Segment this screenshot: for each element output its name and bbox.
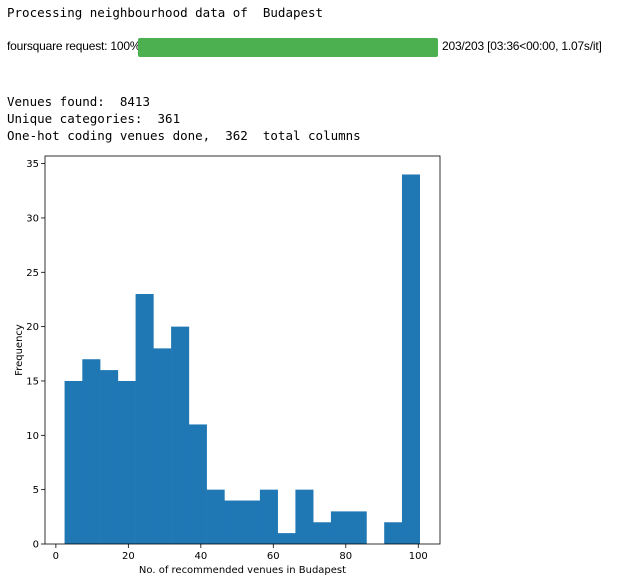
histogram-bar bbox=[295, 489, 314, 544]
histogram-bar bbox=[401, 174, 421, 544]
histogram-bar bbox=[135, 294, 154, 544]
histogram-bar bbox=[330, 511, 349, 544]
plot-frame bbox=[44, 155, 441, 545]
y-tick-label: 15 bbox=[26, 376, 39, 387]
histogram-bar bbox=[259, 489, 278, 544]
progress-bar-fill bbox=[138, 38, 438, 57]
unique-categories-line: Unique categories: 361 bbox=[7, 111, 181, 126]
y-tick-label: 10 bbox=[26, 431, 39, 442]
y-tick-label: 5 bbox=[33, 485, 39, 496]
onehot-line: One-hot coding venues done, 362 total co… bbox=[7, 128, 361, 143]
x-axis-label: No. of recommended venues in Budapest bbox=[139, 565, 346, 576]
histogram-bar bbox=[64, 380, 83, 544]
x-tick-label: 0 bbox=[53, 551, 59, 562]
x-axis-ticks: 0 20 40 60 80 100 bbox=[53, 544, 428, 562]
histogram-bar bbox=[348, 511, 367, 544]
histogram-bar bbox=[313, 522, 332, 544]
y-tick-label: 35 bbox=[26, 159, 39, 170]
histogram-bar bbox=[384, 522, 403, 544]
venues-found-line: Venues found: 8413 bbox=[7, 94, 150, 109]
y-tick-label: 25 bbox=[26, 268, 39, 279]
progress-bar bbox=[138, 38, 438, 57]
progress-stats: 203/203 [03:36<00:00, 1.07s/it] bbox=[442, 39, 602, 53]
y-tick-label: 30 bbox=[26, 213, 39, 224]
y-axis-ticks: 0 5 10 15 20 25 30 35 bbox=[26, 159, 45, 551]
histogram-bar bbox=[82, 359, 101, 544]
histogram-bar bbox=[100, 370, 119, 544]
histogram-bar bbox=[171, 326, 190, 544]
histogram-bar bbox=[242, 500, 261, 544]
histogram-bar bbox=[277, 533, 296, 544]
x-tick-label: 100 bbox=[409, 551, 428, 562]
y-tick-label: 0 bbox=[33, 540, 39, 551]
histogram-bars bbox=[64, 174, 421, 544]
x-tick-label: 60 bbox=[267, 551, 280, 562]
y-axis-label: Frequency bbox=[14, 324, 25, 376]
histogram-bar bbox=[117, 380, 136, 544]
processing-line: Processing neighbourhood data of Budapes… bbox=[7, 5, 324, 20]
x-tick-label: 20 bbox=[122, 551, 135, 562]
progress-label: foursquare request: 100% bbox=[7, 39, 141, 53]
histogram-bar bbox=[153, 348, 172, 544]
histogram-bar bbox=[206, 489, 225, 544]
x-tick-label: 80 bbox=[339, 551, 352, 562]
histogram-bar bbox=[188, 424, 207, 544]
y-tick-label: 20 bbox=[26, 322, 39, 333]
x-tick-label: 40 bbox=[194, 551, 207, 562]
histogram-bar bbox=[224, 500, 243, 544]
